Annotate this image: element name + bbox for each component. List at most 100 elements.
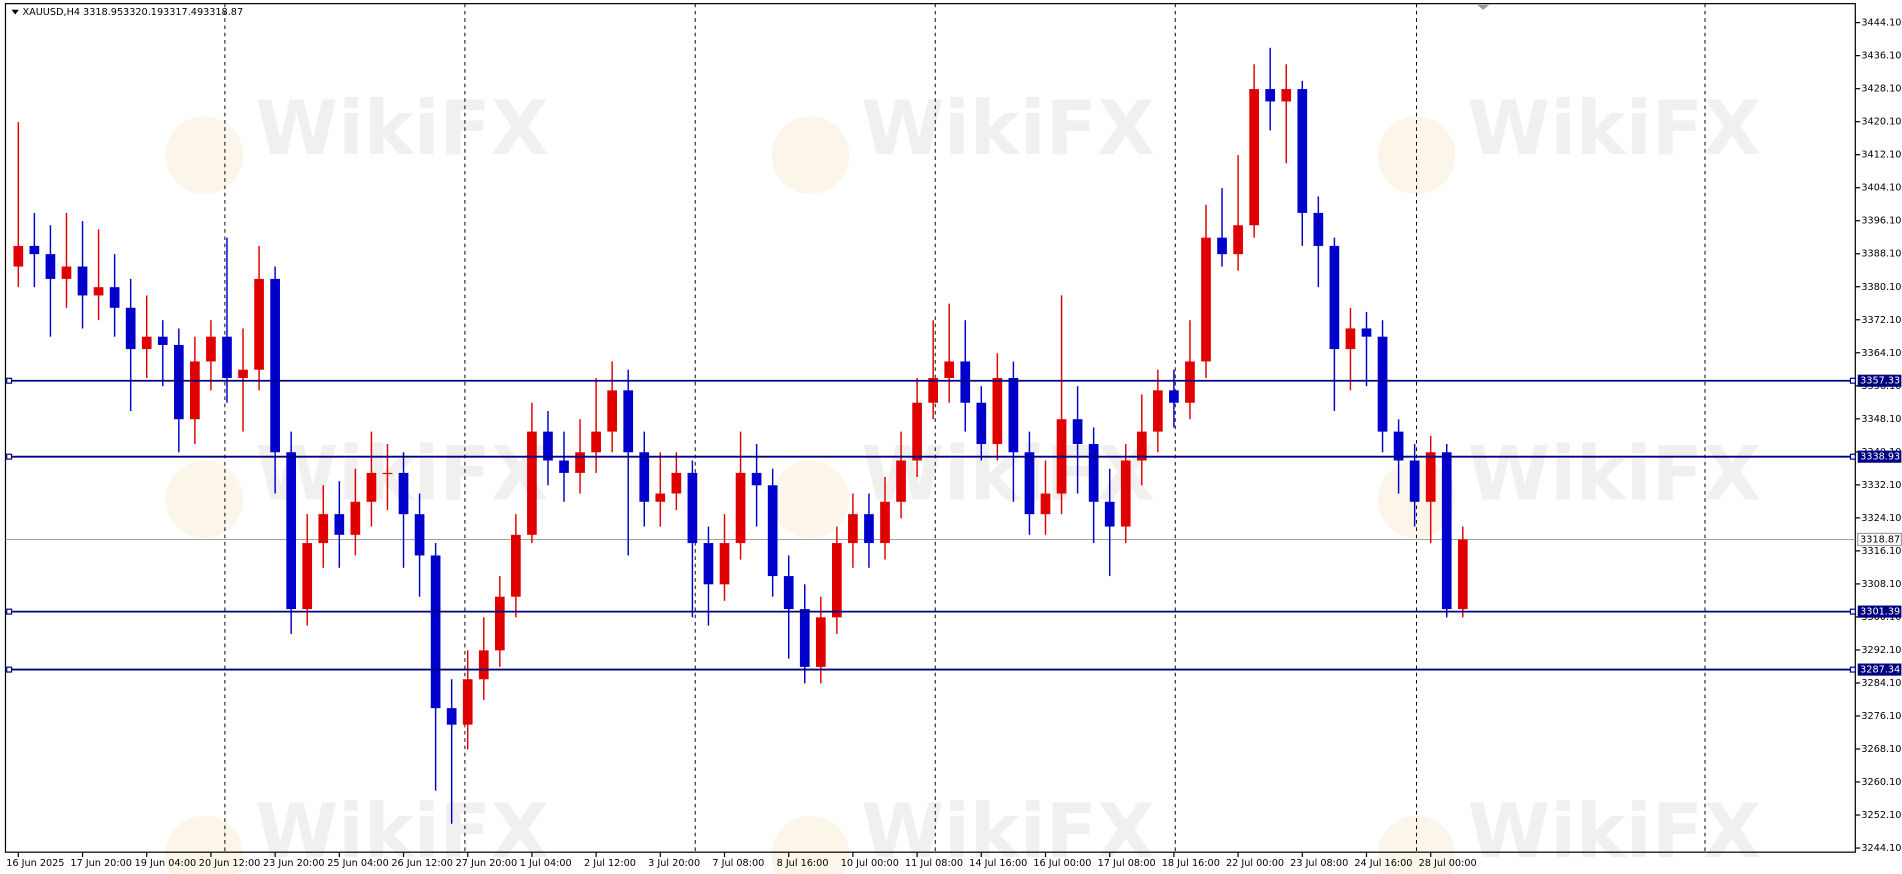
x-tick-label: 22 Jul 00:00 xyxy=(1226,858,1284,869)
y-tick-label: 3324.10 xyxy=(1861,513,1901,524)
candle-body xyxy=(1169,390,1179,403)
y-tick-label: 3332.10 xyxy=(1861,480,1901,491)
candle-body xyxy=(783,576,794,610)
watermark-logo xyxy=(165,116,244,194)
y-tick-label: 3284.10 xyxy=(1861,678,1901,689)
candle-body xyxy=(848,514,858,544)
candle-body xyxy=(751,472,762,486)
candle-body xyxy=(815,617,826,667)
candle-body xyxy=(270,278,280,453)
watermark-logo xyxy=(771,460,850,539)
watermark: WikiFX xyxy=(1467,787,1761,874)
candle-body xyxy=(559,460,569,473)
candle-body xyxy=(430,555,441,709)
bid-label-box xyxy=(1857,532,1902,547)
watermark-logo xyxy=(771,116,850,194)
candle-body xyxy=(1329,245,1340,350)
watermark: WikiFX xyxy=(861,84,1155,172)
candle-body xyxy=(1217,237,1227,255)
candle-body xyxy=(222,336,232,378)
level-label: 3287.34 xyxy=(1860,665,1900,676)
candle-body xyxy=(1297,89,1308,213)
candle-body xyxy=(1104,501,1115,527)
header-open: 3318.95 xyxy=(83,7,123,18)
x-tick-label: 16 Jul 00:00 xyxy=(1033,858,1091,869)
candle-body xyxy=(1072,419,1083,445)
candle-body xyxy=(960,361,971,403)
y-tick-label: 3244.10 xyxy=(1861,843,1901,854)
watermark-logo xyxy=(771,815,850,874)
candle-body xyxy=(1441,452,1452,610)
x-tick-label: 16 Jun 2025 xyxy=(6,858,64,869)
candle-body xyxy=(462,679,473,725)
candle-body xyxy=(735,472,746,544)
x-tick-label: 7 Jul 08:00 xyxy=(712,858,764,869)
candle-body xyxy=(254,278,264,370)
symbol-title: XAUUSD,H4 xyxy=(22,7,80,18)
watermark-logo xyxy=(165,460,244,539)
level-label-box xyxy=(1857,450,1902,463)
x-tick-label: 3 Jul 20:00 xyxy=(648,858,700,869)
x-tick-label: 1 Jul 04:00 xyxy=(520,858,572,869)
watermark: WikiFX xyxy=(255,787,549,874)
candle-body xyxy=(1265,89,1276,102)
y-tick-label: 3252.10 xyxy=(1861,810,1901,821)
candle-body xyxy=(366,472,377,502)
header-high: 3320.19 xyxy=(123,7,163,18)
candle-body xyxy=(687,472,698,544)
candle-body xyxy=(141,336,152,350)
level-handle xyxy=(1849,453,1856,460)
shift-marker xyxy=(1477,4,1490,10)
candle-body xyxy=(125,307,136,350)
y-tick-label: 3260.10 xyxy=(1861,777,1901,788)
y-tick-label: 3420.10 xyxy=(1861,117,1901,128)
candle-body xyxy=(1345,328,1356,350)
candle-body xyxy=(992,377,1003,445)
level-label: 3301.39 xyxy=(1860,607,1900,618)
candle-body xyxy=(1393,431,1404,461)
candle-body xyxy=(173,344,184,420)
candle-body xyxy=(880,501,890,544)
candle-body xyxy=(591,431,601,453)
y-tick-label: 3396.10 xyxy=(1861,216,1901,227)
candle-body xyxy=(398,472,409,515)
candle-body xyxy=(799,609,810,667)
candle-body xyxy=(1281,89,1292,102)
candle-body xyxy=(575,452,585,473)
candle-body xyxy=(896,460,906,502)
candle-body xyxy=(1040,493,1051,515)
candle-body xyxy=(1425,452,1436,502)
candle-body xyxy=(1409,460,1420,502)
candle-body xyxy=(190,361,200,420)
level-handle xyxy=(6,377,13,384)
candle-body xyxy=(1457,539,1468,610)
candle-body xyxy=(928,377,939,403)
x-tick-label: 2 Jul 12:00 xyxy=(584,858,636,869)
candle-body xyxy=(1153,390,1163,432)
candle-body xyxy=(13,245,24,267)
y-tick-label: 3348.10 xyxy=(1861,414,1901,425)
candle-body xyxy=(93,287,104,296)
y-tick-label: 3380.10 xyxy=(1861,282,1901,293)
level-handle xyxy=(1849,666,1856,673)
x-tick-label: 25 Jun 04:00 xyxy=(327,858,389,869)
y-tick-label: 3308.10 xyxy=(1861,579,1901,590)
candle-body xyxy=(157,336,168,345)
candle-body xyxy=(912,402,922,461)
candle-body xyxy=(1008,377,1019,453)
candle-body xyxy=(639,452,650,502)
candle-body xyxy=(1361,328,1372,337)
level-label-box xyxy=(1857,605,1902,618)
candle-body xyxy=(238,369,248,378)
candle-body xyxy=(703,543,714,585)
candle-body xyxy=(623,390,634,453)
watermark-logo xyxy=(1377,116,1456,194)
y-tick-label: 3372.10 xyxy=(1861,315,1901,326)
candle-body xyxy=(494,596,505,651)
candle-body xyxy=(511,534,521,597)
candle-body xyxy=(1024,452,1035,515)
watermark: WikiFX xyxy=(1467,429,1761,517)
candle-body xyxy=(45,254,56,279)
candles xyxy=(13,47,1468,824)
candle-body xyxy=(1136,431,1147,461)
